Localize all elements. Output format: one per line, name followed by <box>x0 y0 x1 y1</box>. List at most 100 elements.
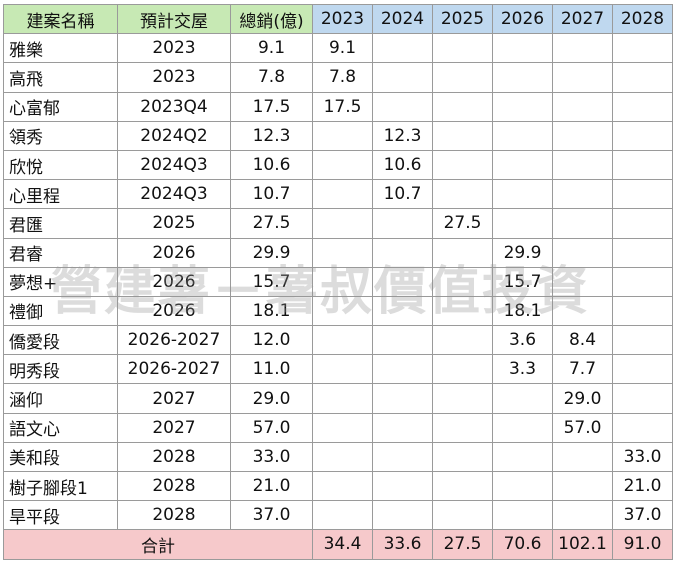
year-value-cell <box>492 441 553 473</box>
year-value-cell <box>372 266 433 297</box>
year-value-cell: 33.0 <box>612 441 673 473</box>
total-value: 91.0 <box>612 529 673 560</box>
header-year: 2025 <box>432 3 493 35</box>
total-value: 33.6 <box>372 529 433 560</box>
year-value-cell <box>492 33 553 64</box>
year-value-cell <box>372 208 433 239</box>
year-value-cell <box>492 62 553 93</box>
total-sales-cell: 7.8 <box>230 62 313 93</box>
year-value-cell: 17.5 <box>312 91 373 122</box>
year-value-cell <box>492 149 553 181</box>
year-value-cell <box>552 62 613 93</box>
project-name-cell: 夢想+ <box>3 266 118 297</box>
table-row: 涵仰 2027 29.0 29.0 <box>3 383 673 414</box>
total-sales-cell: 9.1 <box>230 33 313 64</box>
year-value-cell <box>312 237 373 268</box>
delivery-cell: 2028 <box>117 441 231 473</box>
year-value-cell <box>372 237 433 268</box>
delivery-cell: 2023 <box>117 62 231 93</box>
year-value-cell <box>432 412 493 443</box>
year-value-cell <box>372 500 433 531</box>
total-sales-cell: 12.0 <box>230 325 313 356</box>
year-value-cell: 29.9 <box>492 237 553 268</box>
year-value-cell <box>612 354 673 385</box>
project-name-cell: 君匯 <box>3 208 118 239</box>
year-value-cell <box>492 470 553 502</box>
project-name-cell: 僑愛段 <box>3 325 118 356</box>
year-value-cell <box>432 237 493 268</box>
project-name-cell: 心富郁 <box>3 91 118 122</box>
project-name-cell: 美和段 <box>3 441 118 473</box>
total-value: 27.5 <box>432 529 493 560</box>
total-sales-cell: 29.0 <box>230 383 313 414</box>
year-value-cell <box>612 208 673 239</box>
year-value-cell <box>612 325 673 356</box>
total-sales-cell: 18.1 <box>230 295 313 327</box>
year-value-cell <box>552 91 613 122</box>
total-row: 合計 34.4 33.6 27.5 70.6 102.1 91.0 <box>3 529 673 560</box>
project-name-cell: 樹子腳段1 <box>3 470 118 502</box>
year-value-cell <box>612 383 673 414</box>
header-row: 建案名稱 預計交屋 總銷(億) 2023 2024 2025 2026 2027… <box>3 3 673 35</box>
year-value-cell: 18.1 <box>492 295 553 327</box>
project-name-cell: 領秀 <box>3 120 118 151</box>
year-value-cell <box>612 179 673 210</box>
header-delivery: 預計交屋 <box>117 3 231 35</box>
delivery-cell: 2026-2027 <box>117 325 231 356</box>
header-year: 2024 <box>372 3 433 35</box>
year-value-cell <box>312 412 373 443</box>
total-label: 合計 <box>3 529 313 560</box>
total-sales-cell: 15.7 <box>230 266 313 297</box>
sales-table: 建案名稱 預計交屋 總銷(億) 2023 2024 2025 2026 2027… <box>3 3 673 560</box>
header-total-sales: 總銷(億) <box>230 3 313 35</box>
year-value-cell: 15.7 <box>492 266 553 297</box>
total-sales-cell: 12.3 <box>230 120 313 151</box>
year-value-cell <box>492 383 553 414</box>
year-value-cell: 10.7 <box>372 179 433 210</box>
year-value-cell <box>552 149 613 181</box>
header-year: 2023 <box>312 3 373 35</box>
total-sales-cell: 27.5 <box>230 208 313 239</box>
year-value-cell <box>612 33 673 64</box>
total-sales-cell: 11.0 <box>230 354 313 385</box>
year-value-cell <box>312 500 373 531</box>
year-value-cell <box>552 33 613 64</box>
year-value-cell: 7.8 <box>312 62 373 93</box>
year-value-cell <box>552 120 613 151</box>
year-value-cell <box>372 62 433 93</box>
project-name-cell: 涵仰 <box>3 383 118 414</box>
total-sales-cell: 29.9 <box>230 237 313 268</box>
year-value-cell: 57.0 <box>552 412 613 443</box>
year-value-cell <box>552 295 613 327</box>
year-value-cell <box>432 325 493 356</box>
year-value-cell <box>612 91 673 122</box>
delivery-cell: 2025 <box>117 208 231 239</box>
table-row: 樹子腳段1 2028 21.0 21.0 <box>3 470 673 502</box>
year-value-cell <box>432 62 493 93</box>
total-value: 34.4 <box>312 529 373 560</box>
year-value-cell: 8.4 <box>552 325 613 356</box>
delivery-cell: 2028 <box>117 500 231 531</box>
year-value-cell <box>552 500 613 531</box>
year-value-cell <box>312 179 373 210</box>
year-value-cell <box>432 383 493 414</box>
year-value-cell <box>492 91 553 122</box>
table-row: 高飛 2023 7.8 7.8 <box>3 62 673 93</box>
table-row: 領秀 2024Q2 12.3 12.3 <box>3 120 673 151</box>
table-row: 欣悅 2024Q3 10.6 10.6 <box>3 149 673 181</box>
year-value-cell <box>312 208 373 239</box>
year-value-cell <box>492 208 553 239</box>
table-row: 明秀段 2026-2027 11.0 3.3 7.7 <box>3 354 673 385</box>
year-value-cell <box>612 149 673 181</box>
table-row: 僑愛段 2026-2027 12.0 3.6 8.4 <box>3 325 673 356</box>
table-row: 禮御 2026 18.1 18.1 <box>3 295 673 327</box>
year-value-cell <box>432 470 493 502</box>
total-sales-cell: 21.0 <box>230 470 313 502</box>
year-value-cell <box>432 441 493 473</box>
year-value-cell <box>372 412 433 443</box>
delivery-cell: 2028 <box>117 470 231 502</box>
year-value-cell <box>312 325 373 356</box>
table-row: 夢想+ 2026 15.7 15.7 <box>3 266 673 297</box>
year-value-cell <box>312 354 373 385</box>
year-value-cell <box>432 266 493 297</box>
